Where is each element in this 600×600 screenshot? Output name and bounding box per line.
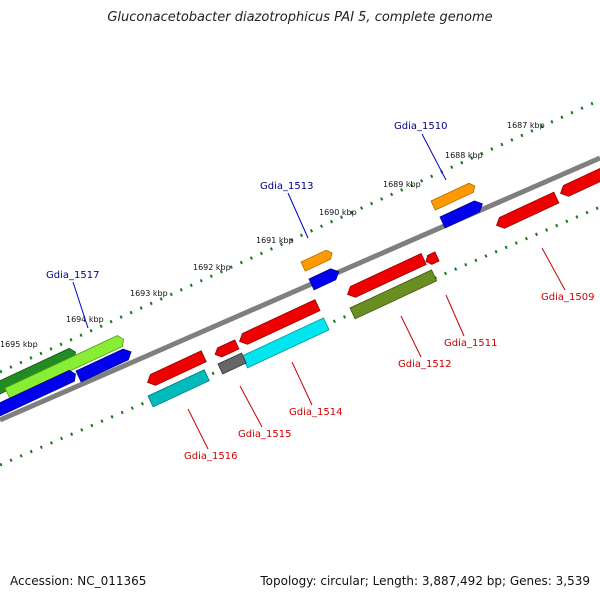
gray-feature-1515 xyxy=(217,352,247,375)
leader-line-1516 xyxy=(187,408,209,450)
blue-feature-1517-a xyxy=(0,369,76,417)
leader-line-1511 xyxy=(445,294,465,337)
gene-label-gdia-1509: Gdia_1509 xyxy=(541,292,594,303)
red-feature-1509-body xyxy=(496,191,560,229)
blue-feature-1513 xyxy=(308,268,340,291)
blue-feature-1510 xyxy=(439,200,483,229)
leader-line-1514 xyxy=(291,361,313,406)
red-feature-1511-large xyxy=(347,252,427,298)
gene-label-gdia-1512: Gdia_1512 xyxy=(398,359,451,370)
tick-label-1688kbp: 1688 kbp xyxy=(445,151,483,160)
accession-text: Accession: NC_011365 xyxy=(10,574,147,588)
gene-label-gdia-1516: Gdia_1516 xyxy=(184,451,237,462)
orange-feature-1513 xyxy=(300,249,333,272)
tick-label-1695kbp: 1695 kbp xyxy=(0,340,38,349)
olive-feature-1512 xyxy=(349,269,438,320)
tick-label-1690kbp: 1690 kbp xyxy=(319,208,357,217)
leader-line-1517 xyxy=(72,281,89,329)
red-feature-right-edge-body xyxy=(560,162,600,197)
red-feature-1516 xyxy=(147,350,207,386)
green-feature-1517-light xyxy=(4,335,124,400)
blue-feature-1517-b-body xyxy=(75,348,132,383)
leader-line-1512 xyxy=(400,315,422,358)
map-title: Gluconacetobacter diazotrophicus PAI 5, … xyxy=(107,10,493,25)
orange-feature-1510 xyxy=(430,182,476,211)
blue-feature-1517-b xyxy=(75,348,132,383)
red-feature-1515-small-body xyxy=(214,339,240,358)
gene-label-gdia-1513: Gdia_1513 xyxy=(260,181,313,192)
red-feature-1515-small xyxy=(214,339,240,358)
red-feature-1511-large-body xyxy=(347,252,427,298)
red-feature-1511-small xyxy=(425,251,440,265)
gene-label-gdia-1515: Gdia_1515 xyxy=(238,429,291,440)
tick-label-1693kbp: 1693 kbp xyxy=(130,289,168,298)
leader-line-1513 xyxy=(287,192,309,239)
tick-label-1687kbp: 1687 kbp xyxy=(507,121,545,130)
orange-feature-1510-body xyxy=(430,182,476,211)
genome-summary-text: Topology: circular; Length: 3,887,492 bp… xyxy=(260,574,590,588)
blue-feature-1510-body xyxy=(439,200,483,229)
gene-label-gdia-1510: Gdia_1510 xyxy=(394,121,447,132)
blue-feature-1513-body xyxy=(308,268,340,291)
orange-feature-1513-body xyxy=(300,249,333,272)
leader-line-1515 xyxy=(239,385,263,428)
gene-label-gdia-1514: Gdia_1514 xyxy=(289,407,342,418)
red-feature-1516-body xyxy=(147,350,207,386)
gene-label-gdia-1517: Gdia_1517 xyxy=(46,270,99,281)
olive-feature-1512-body xyxy=(349,269,438,320)
gene-label-gdia-1511: Gdia_1511 xyxy=(444,338,497,349)
tick-label-1691kbp: 1691 kbp xyxy=(256,236,294,245)
blue-feature-1517-a-body xyxy=(0,369,76,417)
tick-label-1689kbp: 1689 kbp xyxy=(383,180,421,189)
teal-feature-1516-body xyxy=(147,369,210,408)
red-feature-1509 xyxy=(496,191,560,229)
teal-feature-1516 xyxy=(147,369,210,408)
red-feature-right-edge xyxy=(560,162,600,197)
leader-line-1510 xyxy=(421,133,447,181)
red-feature-1514-body xyxy=(239,299,321,345)
gray-feature-1515-body xyxy=(217,352,247,375)
red-feature-1511-small-body xyxy=(425,251,440,265)
green-feature-1517-light-body xyxy=(4,335,124,400)
genome-backbone xyxy=(0,155,600,423)
tick-label-1692kbp: 1692 kbp xyxy=(193,263,231,272)
red-feature-1514 xyxy=(239,299,321,345)
leader-line-1509 xyxy=(541,247,566,291)
